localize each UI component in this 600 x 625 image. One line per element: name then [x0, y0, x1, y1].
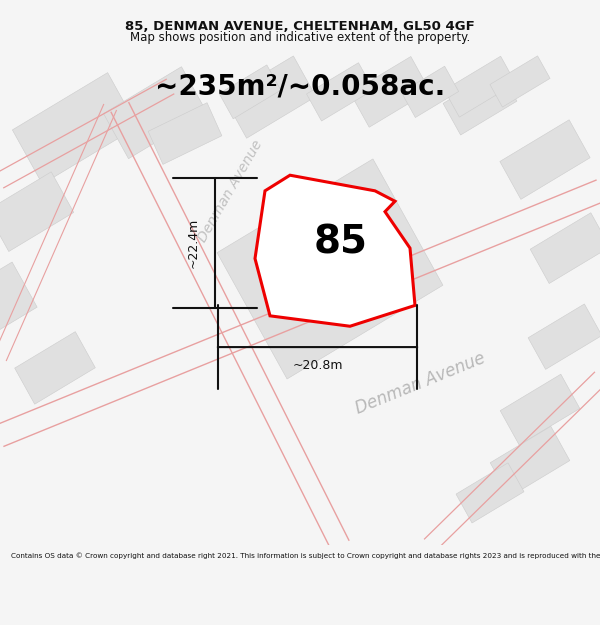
Polygon shape — [445, 56, 515, 117]
Polygon shape — [350, 56, 430, 128]
Polygon shape — [490, 56, 550, 107]
Polygon shape — [500, 374, 580, 445]
Polygon shape — [13, 72, 137, 184]
Text: Contains OS data © Crown copyright and database right 2021. This information is : Contains OS data © Crown copyright and d… — [11, 553, 600, 560]
Polygon shape — [224, 56, 316, 138]
Polygon shape — [528, 304, 600, 369]
Polygon shape — [530, 213, 600, 284]
Polygon shape — [14, 332, 95, 404]
Polygon shape — [219, 65, 281, 119]
Polygon shape — [217, 159, 443, 379]
Text: Denman Avenue: Denman Avenue — [352, 349, 488, 418]
Polygon shape — [148, 102, 222, 164]
Polygon shape — [0, 172, 74, 251]
Polygon shape — [401, 66, 458, 118]
Polygon shape — [490, 426, 570, 497]
Polygon shape — [255, 175, 415, 326]
Polygon shape — [104, 67, 206, 159]
Polygon shape — [443, 69, 517, 135]
Polygon shape — [456, 463, 524, 523]
Text: Map shows position and indicative extent of the property.: Map shows position and indicative extent… — [130, 31, 470, 44]
Text: Denman Avenue: Denman Avenue — [195, 138, 265, 244]
Polygon shape — [500, 120, 590, 199]
Polygon shape — [307, 62, 373, 121]
Text: ~22.4m: ~22.4m — [187, 217, 199, 268]
Text: 85: 85 — [314, 223, 368, 261]
Text: ~20.8m: ~20.8m — [292, 359, 343, 372]
Text: ~235m²/~0.058ac.: ~235m²/~0.058ac. — [155, 72, 445, 101]
Text: 85, DENMAN AVENUE, CHELTENHAM, GL50 4GF: 85, DENMAN AVENUE, CHELTENHAM, GL50 4GF — [125, 20, 475, 32]
Polygon shape — [0, 262, 37, 349]
